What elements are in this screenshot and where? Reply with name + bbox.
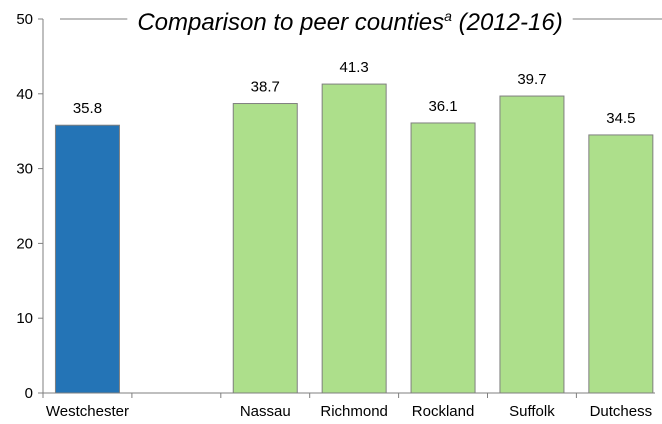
category-label: Nassau xyxy=(240,403,291,420)
y-tick-label: 30 xyxy=(16,161,33,178)
bar xyxy=(588,134,654,394)
bar xyxy=(321,83,387,394)
category-label: Rockland xyxy=(412,403,475,420)
category-label: Suffolk xyxy=(509,403,555,420)
bar xyxy=(232,103,298,394)
data-label: 35.8 xyxy=(73,100,102,117)
data-label: 39.7 xyxy=(517,71,546,88)
chart-title-main: Comparison to peer counties xyxy=(137,9,444,36)
y-tick-label: 10 xyxy=(16,310,33,327)
chart-marks: 0 10 20 30 40 50 35.8 Westchester 38.7 Nassau 41.3… xyxy=(16,11,662,420)
y-tick-label: 0 xyxy=(25,385,33,402)
y-tick-label: 40 xyxy=(16,86,33,103)
y-tick-label: 20 xyxy=(16,235,33,252)
category-label: Dutchess xyxy=(590,403,653,420)
data-label: 38.7 xyxy=(251,79,280,96)
chart-title: Comparison to peer countiesa (2012-16) xyxy=(137,8,562,36)
bar xyxy=(499,95,565,394)
data-label: 34.5 xyxy=(606,110,635,127)
y-tick-label: 50 xyxy=(16,11,33,28)
bar xyxy=(410,122,476,394)
data-label: 36.1 xyxy=(428,98,457,115)
chart-title-superscript: a xyxy=(444,8,452,24)
category-label: Richmond xyxy=(320,403,388,420)
category-label: Westchester xyxy=(46,403,129,420)
bar xyxy=(54,124,120,394)
data-label: 41.3 xyxy=(340,59,369,76)
chart-title-suffix: (2012-16) xyxy=(452,9,563,36)
